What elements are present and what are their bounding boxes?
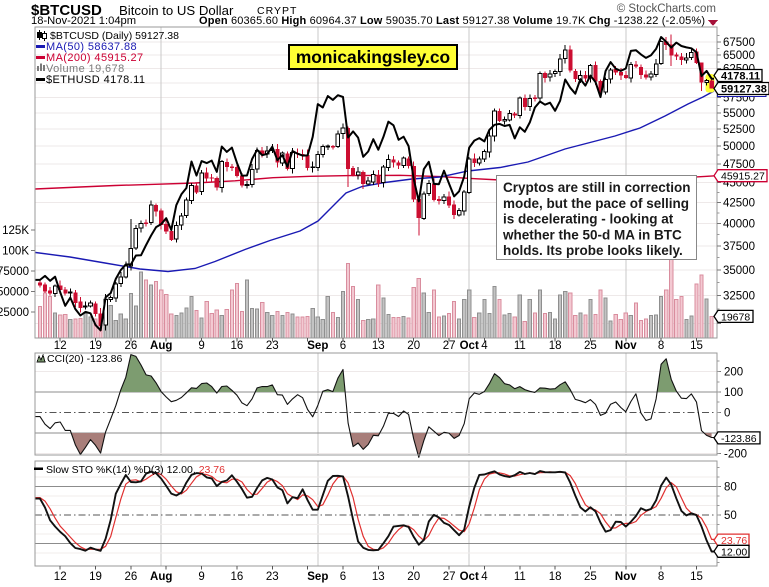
svg-text:19: 19: [89, 571, 102, 583]
svg-text:25000: 25000: [0, 307, 29, 319]
svg-text:37500: 37500: [723, 241, 755, 253]
svg-text:Cryptos are still in correctio: Cryptos are still in correction: [503, 180, 691, 195]
svg-text:25: 25: [584, 571, 597, 583]
svg-text:15: 15: [690, 571, 703, 583]
svg-text:Open 60365.60 High 60964.37 Lo: Open 60365.60 High 60964.37 Low 59035.70…: [199, 15, 705, 27]
svg-text:Oct: Oct: [460, 340, 479, 352]
svg-text:125K: 125K: [2, 225, 29, 237]
svg-text:9: 9: [198, 340, 204, 352]
svg-text:-123.86: -123.86: [721, 433, 757, 445]
svg-text:$BTCUSD (Daily) 59127.38: $BTCUSD (Daily) 59127.38: [50, 30, 179, 42]
svg-text:27: 27: [443, 340, 456, 352]
svg-text:42500: 42500: [723, 198, 755, 210]
svg-text:75000: 75000: [0, 266, 29, 278]
svg-text:26: 26: [125, 571, 138, 583]
svg-text:holds. Its probe looks likely.: holds. Its probe looks likely.: [503, 243, 683, 258]
svg-text:35000: 35000: [723, 265, 755, 277]
svg-text:19678: 19678: [721, 311, 750, 323]
svg-text:100: 100: [724, 387, 743, 399]
svg-text:200: 200: [724, 367, 743, 379]
svg-text:0: 0: [724, 408, 730, 420]
svg-text:$BTCUSD: $BTCUSD: [31, 2, 102, 19]
svg-text:27: 27: [443, 571, 456, 583]
svg-text:13: 13: [372, 571, 385, 583]
svg-text:67500: 67500: [723, 37, 755, 49]
svg-text:12: 12: [54, 571, 67, 583]
svg-text:monicakingsley.co: monicakingsley.co: [296, 47, 450, 67]
svg-text:55000: 55000: [723, 108, 755, 120]
svg-text:18: 18: [549, 340, 562, 352]
svg-text:Aug: Aug: [150, 340, 172, 352]
svg-text:Sep: Sep: [307, 340, 328, 352]
svg-text:50000: 50000: [0, 287, 29, 299]
svg-text:20: 20: [407, 571, 420, 583]
svg-text:16: 16: [231, 571, 244, 583]
svg-text:Aug: Aug: [150, 571, 172, 583]
svg-text:MA(200) 45915.27: MA(200) 45915.27: [46, 52, 144, 64]
svg-text:40000: 40000: [723, 219, 755, 231]
svg-text:is decelerating - looking at: is decelerating - looking at: [503, 212, 674, 227]
svg-text:© StockCharts.com: © StockCharts.com: [617, 3, 716, 15]
svg-text:12.00: 12.00: [721, 546, 747, 558]
svg-text:9: 9: [198, 571, 204, 583]
svg-text:4: 4: [481, 340, 488, 352]
svg-text:20: 20: [407, 340, 420, 352]
svg-text:Volume 19,678: Volume 19,678: [46, 63, 125, 75]
svg-text:11: 11: [514, 340, 526, 352]
svg-text:23.76: 23.76: [721, 535, 747, 547]
svg-text:15: 15: [690, 340, 703, 352]
svg-text:4178.11: 4178.11: [721, 71, 760, 83]
svg-text:23: 23: [266, 571, 279, 583]
svg-text:50000: 50000: [723, 141, 755, 153]
svg-text:26: 26: [125, 340, 138, 352]
svg-text:25: 25: [584, 340, 597, 352]
svg-text:MA(50) 58637.88: MA(50) 58637.88: [46, 41, 137, 53]
svg-text:47500: 47500: [723, 159, 755, 171]
svg-text:80: 80: [724, 482, 737, 494]
svg-text:59127.38: 59127.38: [721, 84, 767, 96]
svg-text:mode, but the pace of selling: mode, but the pace of selling: [503, 196, 689, 211]
svg-text:8: 8: [658, 340, 664, 352]
svg-text:19: 19: [89, 340, 102, 352]
svg-text:100K: 100K: [2, 246, 29, 258]
svg-text:45915.27: 45915.27: [721, 171, 765, 183]
svg-text:6: 6: [340, 340, 346, 352]
svg-text:16: 16: [231, 340, 244, 352]
svg-text:23: 23: [266, 340, 279, 352]
svg-text:Oct: Oct: [460, 571, 479, 583]
svg-text:52500: 52500: [723, 124, 755, 136]
svg-text:11: 11: [514, 571, 526, 583]
svg-text:Sep: Sep: [307, 571, 328, 583]
svg-text:Slow STO %K(14) %D(3) 12.00, 2: Slow STO %K(14) %D(3) 12.00, 23.76: [46, 464, 225, 476]
svg-text:18: 18: [549, 571, 562, 583]
svg-text:32500: 32500: [723, 291, 755, 303]
svg-text:6: 6: [340, 571, 346, 583]
svg-text:12: 12: [54, 340, 67, 352]
svg-text:13: 13: [372, 340, 385, 352]
svg-text:65000: 65000: [723, 50, 755, 62]
svg-text:Nov: Nov: [615, 571, 637, 583]
svg-text:50: 50: [724, 510, 737, 522]
svg-text:-200: -200: [724, 449, 747, 461]
svg-text:CRYPT: CRYPT: [257, 5, 297, 17]
svg-text:4: 4: [481, 571, 488, 583]
svg-text:CCI(20) -123.86: CCI(20) -123.86: [47, 353, 122, 365]
svg-text:$ETHUSD 4178.11: $ETHUSD 4178.11: [46, 74, 145, 86]
svg-text:18-Nov-2021 1:04pm: 18-Nov-2021 1:04pm: [31, 15, 136, 27]
svg-text:Nov: Nov: [615, 340, 637, 352]
svg-text:whether the 50-d MA in BTC: whether the 50-d MA in BTC: [502, 227, 682, 242]
svg-text:8: 8: [658, 571, 664, 583]
svg-text:Bitcoin to US Dollar: Bitcoin to US Dollar: [119, 3, 234, 18]
